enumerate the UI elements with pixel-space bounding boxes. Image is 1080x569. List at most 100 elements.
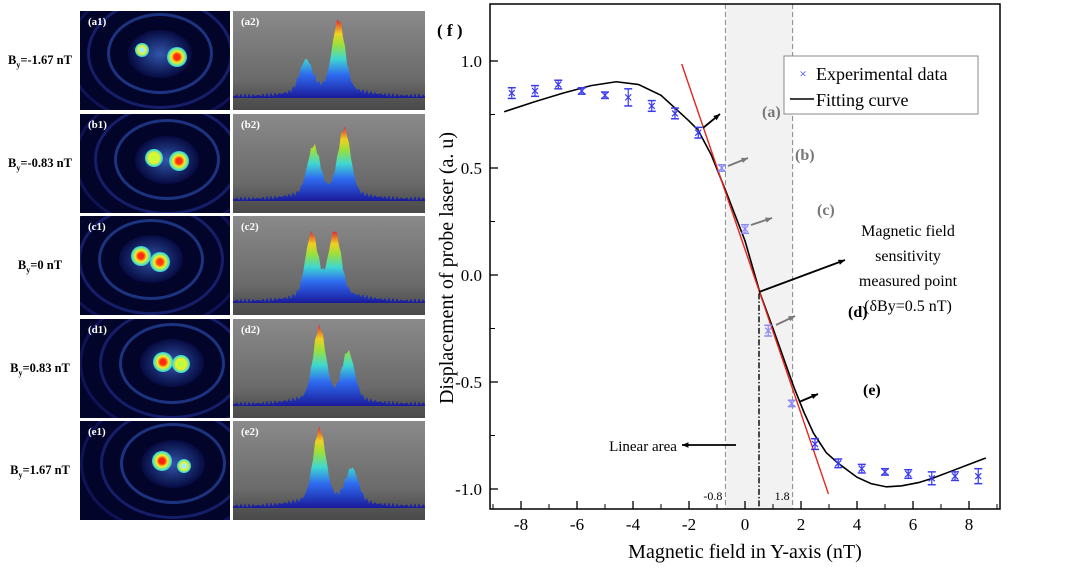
data-marker [904, 470, 912, 478]
y-tick-label: -0.5 [455, 373, 482, 392]
field-label: By=-0.83 nT [0, 156, 80, 173]
panel-tag: (a2) [241, 16, 260, 28]
data-marker [928, 474, 936, 482]
data-point [647, 99, 656, 113]
panel-tag: ( f ) [437, 21, 462, 40]
data-point [577, 87, 586, 95]
intensity-surface [233, 230, 425, 303]
beam-image: (b1) [80, 114, 230, 213]
annotation-a: (a) [762, 104, 781, 121]
data-marker [764, 327, 772, 335]
arrow-c-head [765, 217, 772, 223]
data-point [624, 88, 633, 107]
y-tick-label: 1.0 [461, 52, 482, 71]
data-point [834, 458, 843, 469]
x-axis-label: Magnetic field in Y-axis (nT) [628, 541, 862, 563]
intensity-surface [233, 19, 425, 98]
sensitivity-annotation-line: (δBy=0.5 nT) [864, 298, 952, 315]
y-tick-label: 0.5 [461, 159, 482, 178]
panel-tag: (d2) [241, 324, 260, 336]
data-marker [601, 91, 609, 99]
data-marker [881, 468, 889, 476]
data-point [507, 87, 516, 100]
arrow-linear-area-head [682, 442, 689, 448]
data-marker [834, 459, 842, 467]
data-point [811, 437, 819, 451]
label-value: =-1.67 nT [20, 53, 72, 67]
x-tick-label: 2 [797, 515, 806, 534]
data-marker [788, 399, 796, 407]
intensity-surface [233, 324, 425, 406]
data-point [717, 164, 726, 172]
y-tick-label: 0.0 [461, 266, 482, 285]
intensity-3d-plot: (c2) [233, 216, 425, 315]
label-sub: y [18, 368, 23, 378]
x-tick-label: -8 [514, 515, 528, 534]
intensity-3d-plot: (a2) [233, 11, 425, 110]
panel-tag: (e1) [88, 426, 106, 438]
data-marker [508, 89, 516, 97]
arrow-sensitivity-head [838, 259, 845, 265]
annotation-b: (b) [795, 147, 815, 164]
linear-area-left-label: -0.8 [703, 489, 722, 503]
y-tick-label: -1.0 [455, 480, 482, 499]
data-point [857, 463, 866, 474]
linear-area-right-label: 1.8 [775, 489, 790, 503]
label-value: =0 nT [30, 258, 63, 272]
label-main: B [10, 361, 19, 375]
label-main: B [8, 156, 17, 170]
y-axis-label: Displacement of probe laser (a. u) [436, 132, 458, 404]
label-sub: y [18, 470, 23, 480]
label-sub: y [16, 60, 21, 70]
intensity-surface [233, 126, 425, 201]
arrow-b-head [741, 157, 748, 163]
data-marker [951, 472, 959, 480]
x-tick-label: -2 [682, 515, 696, 534]
intensity-3d-plot: (e2) [233, 421, 425, 520]
data-marker [741, 225, 749, 233]
panel-tag: (a1) [88, 16, 107, 28]
data-marker [624, 93, 632, 101]
annotation-c: (c) [817, 202, 835, 219]
data-point [951, 471, 959, 482]
data-point [974, 467, 983, 485]
label-value: =0.83 nT [22, 361, 70, 375]
intensity-surface [233, 426, 425, 508]
beam-image: (c1) [80, 216, 230, 315]
field-label: By=-1.67 nT [0, 53, 80, 70]
data-marker [671, 110, 679, 117]
label-value: =-0.83 nT [20, 156, 72, 170]
arrow-e-head [811, 393, 818, 400]
beam-image: (a1) [80, 11, 230, 110]
data-marker [858, 465, 866, 473]
data-point [904, 468, 913, 480]
data-marker [578, 87, 586, 95]
legend-experimental: Experimental data [816, 64, 947, 84]
data-point [694, 126, 703, 139]
data-marker [974, 472, 982, 480]
data-marker [694, 129, 702, 137]
linear-fit-line [681, 63, 830, 495]
annotation-e: (e) [863, 382, 881, 399]
intensity-3d-plot: (d2) [233, 319, 425, 418]
label-sub: y [16, 163, 21, 173]
x-tick-label: -4 [626, 515, 641, 534]
panel-tag: (d1) [88, 324, 107, 336]
data-point [531, 84, 539, 98]
field-label: By=1.67 nT [0, 463, 80, 480]
label-main: B [17, 258, 27, 272]
data-point [554, 79, 563, 90]
intensity-3d-plot: (b2) [233, 114, 425, 213]
label-value: =1.67 nT [22, 463, 70, 477]
fitting-curve [503, 80, 987, 488]
label-main: B [10, 463, 19, 477]
data-point [601, 91, 609, 100]
data-point [741, 223, 749, 235]
x-tick-label: 4 [853, 515, 862, 534]
panel-tag: (b1) [88, 119, 107, 131]
x-tick-label: 6 [909, 515, 918, 534]
panel-tag: (c1) [88, 221, 106, 233]
sensitivity-annotation-line: Magnetic field [861, 223, 955, 240]
beam-image: (d1) [80, 319, 230, 418]
arrow-sensitivity [758, 259, 846, 293]
